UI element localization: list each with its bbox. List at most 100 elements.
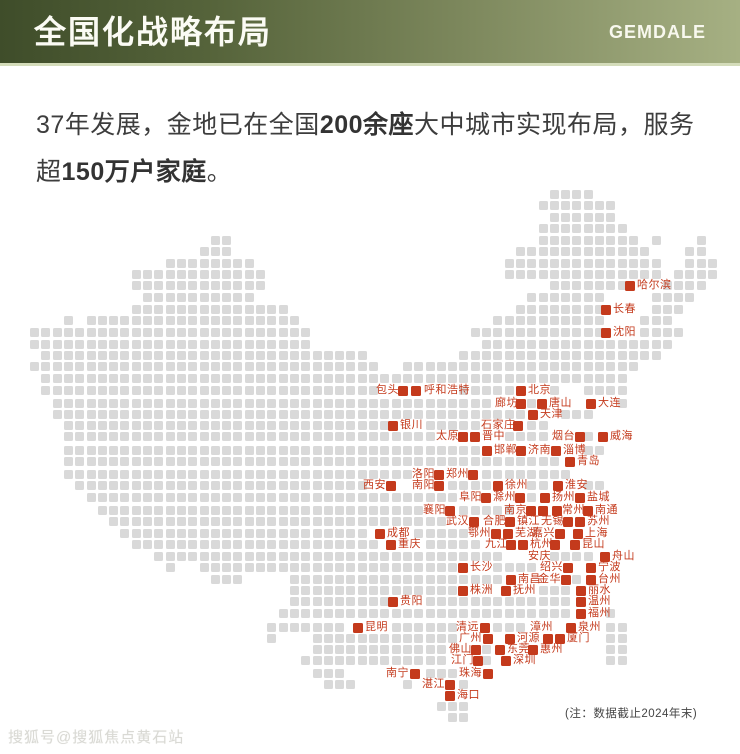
map-dot [583,247,593,256]
map-dot [154,446,164,455]
map-dot [256,328,265,337]
map-dot [199,432,209,441]
map-dot [549,351,559,360]
map-dot [515,410,525,419]
map-dot [52,374,62,383]
map-dot [143,293,152,302]
map-dot [335,669,345,678]
map-dot [436,517,446,526]
map-dot [97,328,107,337]
map-dot [527,316,537,325]
map-dot [346,634,356,643]
map-dot [154,399,164,408]
map-dot [312,457,322,466]
map-dot [256,481,265,490]
city-marker [386,480,396,491]
map-dot [210,351,220,360]
map-dot [244,259,254,268]
map-dot [335,656,345,665]
map-dot [436,540,446,549]
map-dot [482,351,491,360]
map-dot [515,270,525,279]
map-dot [63,328,73,337]
map-dot [425,575,435,584]
map-dot [640,259,650,268]
map-dot [651,236,661,245]
map-dot [154,328,164,337]
map-dot [402,362,412,371]
map-dot [538,293,548,302]
city-marker [445,679,455,690]
city-label: 镇江 [517,515,540,527]
map-dot [289,362,299,371]
map-dot [335,374,345,383]
city-label: 漳州 [530,621,553,633]
map-dot [549,316,559,325]
map-dot [346,597,356,606]
city-marker [458,562,468,573]
map-dot [109,517,119,526]
map-dot [391,586,401,595]
map-dot [493,374,503,383]
map-dot [323,680,333,689]
map-dot [233,432,243,441]
map-dot [617,634,627,643]
map-dot [606,374,616,383]
map-dot [448,669,458,678]
map-dot [289,529,299,538]
map-dot [402,609,412,618]
city-label: 长沙 [470,561,493,573]
map-dot [470,386,480,395]
city-marker [565,456,575,467]
map-dot [527,351,537,360]
map-dot [222,270,232,279]
map-dot [176,340,186,349]
map-dot [369,410,378,419]
city-label: 南宁 [386,667,409,679]
map-dot [640,351,650,360]
map-dot [357,374,367,383]
map-dot [606,213,616,222]
map-dot [549,362,559,371]
map-dot [289,575,299,584]
map-dot [131,374,141,383]
map-dot [425,552,435,561]
map-dot [504,328,514,337]
map-dot [301,623,311,632]
map-dot [538,421,548,430]
map-dot [244,328,254,337]
map-dot [256,457,265,466]
city-label: 无锡 [541,515,564,527]
map-dot [595,201,604,210]
map-dot [583,351,593,360]
map-dot [165,529,175,538]
map-dot [459,457,469,466]
city-marker [388,420,398,431]
map-dot [380,645,390,654]
city-label: 南通 [595,504,618,516]
map-dot [482,506,491,515]
map-dot [256,563,265,572]
city-marker [483,633,493,644]
map-dot [188,374,198,383]
map-dot [380,563,390,572]
map-dot [256,432,265,441]
map-dot [346,374,356,383]
map-dot [323,575,333,584]
map-dot [323,623,333,632]
map-dot [425,493,435,502]
map-dot [448,399,458,408]
map-dot [210,446,220,455]
map-dot [233,351,243,360]
city-label: 沈阳 [613,326,636,338]
map-dot [199,270,209,279]
map-dot [188,517,198,526]
map-dot [109,493,119,502]
map-dot [312,410,322,419]
map-dot [289,410,299,419]
map-dot [301,586,311,595]
map-dot [267,410,277,419]
map-dot [301,656,311,665]
city-marker [516,385,526,396]
